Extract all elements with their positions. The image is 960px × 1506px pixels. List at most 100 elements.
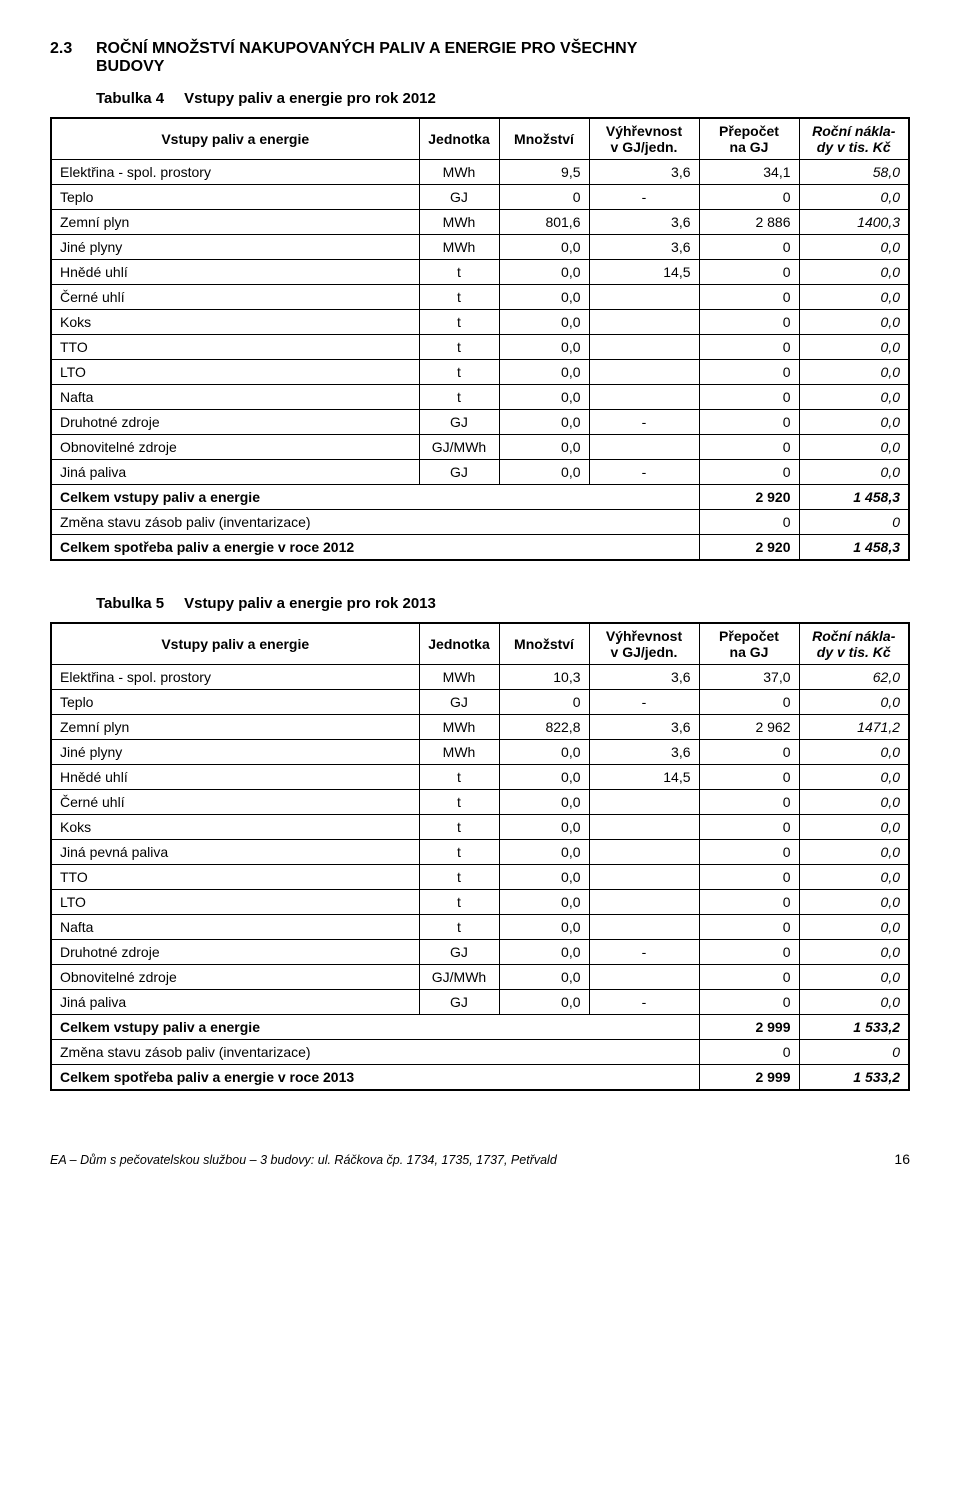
table-cell: GJ (419, 940, 499, 965)
table-cell: 0 (699, 185, 799, 210)
table-cell: 822,8 (499, 715, 589, 740)
table-row: TeploGJ0-00,0 (51, 690, 909, 715)
table-cell: 0 (699, 310, 799, 335)
change-label: Změna stavu zásob paliv (inventarizace) (51, 510, 699, 535)
table-cell: 0,0 (499, 285, 589, 310)
table-cell: 0 (699, 285, 799, 310)
table-cell: 0,0 (499, 235, 589, 260)
table-cell: Černé uhlí (51, 790, 419, 815)
table5-caption-label: Tabulka 5 (96, 595, 164, 612)
total-cost: 1 458,3 (799, 535, 909, 561)
table4-caption-text: Vstupy paliv a energie pro rok 2012 (184, 90, 436, 107)
table-cell: 0 (699, 965, 799, 990)
table-cell: 3,6 (589, 160, 699, 185)
table-cell: t (419, 385, 499, 410)
table-row: Černé uhlít0,000,0 (51, 285, 909, 310)
table-cell: 0,0 (799, 335, 909, 360)
table-cell: Nafta (51, 385, 419, 410)
table-cell: 0,0 (799, 360, 909, 385)
table-cell: 0,0 (799, 815, 909, 840)
table-row: Hnědé uhlít0,014,500,0 (51, 260, 909, 285)
table-header: Roční nákla-dy v tis. Kč (799, 623, 909, 665)
table-cell: 3,6 (589, 715, 699, 740)
table-cell: t (419, 285, 499, 310)
table-header: Jednotka (419, 118, 499, 160)
table-cell: TTO (51, 865, 419, 890)
table-cell: Zemní plyn (51, 715, 419, 740)
table-cell: 0,0 (499, 865, 589, 890)
table-cell: 0,0 (799, 840, 909, 865)
table-row: Druhotné zdrojeGJ0,0-00,0 (51, 940, 909, 965)
table-cell (589, 335, 699, 360)
table-cell: 0,0 (799, 890, 909, 915)
table-cell: 0 (699, 410, 799, 435)
table-cell: 9,5 (499, 160, 589, 185)
table-cell: 0 (699, 765, 799, 790)
table-cell: 0,0 (799, 690, 909, 715)
table-cell: t (419, 260, 499, 285)
table-row: TTOt0,000,0 (51, 865, 909, 890)
table-cell: 0,0 (499, 335, 589, 360)
table-header: Roční nákla-dy v tis. Kč (799, 118, 909, 160)
table-cell: t (419, 360, 499, 385)
table-header: Přepočetna GJ (699, 118, 799, 160)
table-cell: 0 (499, 185, 589, 210)
table-cell: 0 (699, 385, 799, 410)
table-cell: 0 (699, 740, 799, 765)
table-cell: Jiná paliva (51, 990, 419, 1015)
table-row: Zemní plynMWh801,63,62 8861400,3 (51, 210, 909, 235)
table-cell: 58,0 (799, 160, 909, 185)
sum-label: Celkem vstupy paliv a energie (51, 485, 699, 510)
table-cell: 0 (699, 235, 799, 260)
table-cell: GJ (419, 990, 499, 1015)
table-row: Černé uhlít0,000,0 (51, 790, 909, 815)
table-row: Jiné plynyMWh0,03,600,0 (51, 235, 909, 260)
table-row: TeploGJ0-00,0 (51, 185, 909, 210)
table-cell: Koks (51, 310, 419, 335)
table-row: Jiná palivaGJ0,0-00,0 (51, 990, 909, 1015)
table-sum-row: Celkem vstupy paliv a energie 2 999 1 53… (51, 1015, 909, 1040)
table-cell: 0,0 (499, 765, 589, 790)
table-row: Druhotné zdrojeGJ0,0-00,0 (51, 410, 909, 435)
table-cell: 0,0 (799, 740, 909, 765)
table-cell: 62,0 (799, 665, 909, 690)
table-header: Vstupy paliv a energie (51, 623, 419, 665)
table-cell: 0,0 (499, 790, 589, 815)
table-cell (589, 815, 699, 840)
table-row: Jiná pevná palivat0,000,0 (51, 840, 909, 865)
table-cell: 14,5 (589, 765, 699, 790)
table-cell: 1471,2 (799, 715, 909, 740)
page-number: 16 (894, 1151, 910, 1167)
table-cell (589, 865, 699, 890)
table-cell: 0 (699, 260, 799, 285)
table-cell: 0,0 (499, 915, 589, 940)
table-cell: 0,0 (799, 435, 909, 460)
table-cell (589, 915, 699, 940)
table-cell: MWh (419, 715, 499, 740)
table-cell: 0,0 (799, 410, 909, 435)
sum-label: Celkem vstupy paliv a energie (51, 1015, 699, 1040)
sum-cost: 1 533,2 (799, 1015, 909, 1040)
table-cell: 0 (699, 790, 799, 815)
table4: Vstupy paliv a energieJednotkaMnožstvíVý… (50, 117, 910, 561)
table-cell: 0 (699, 815, 799, 840)
table-row: Elektřina - spol. prostoryMWh10,33,637,0… (51, 665, 909, 690)
table-cell: MWh (419, 665, 499, 690)
table-change-row: Změna stavu zásob paliv (inventarizace) … (51, 1040, 909, 1065)
table-cell: t (419, 790, 499, 815)
table-cell: Druhotné zdroje (51, 940, 419, 965)
table-cell: 3,6 (589, 210, 699, 235)
table-row: Obnovitelné zdrojeGJ/MWh0,000,0 (51, 965, 909, 990)
table-cell: 0,0 (799, 185, 909, 210)
table-cell: 1400,3 (799, 210, 909, 235)
table-cell: MWh (419, 235, 499, 260)
table-cell: 0,0 (799, 940, 909, 965)
change-gj: 0 (699, 1040, 799, 1065)
total-gj: 2 999 (699, 1065, 799, 1091)
table-cell (589, 965, 699, 990)
table-cell: Jiné plyny (51, 235, 419, 260)
table-cell: t (419, 915, 499, 940)
total-label: Celkem spotřeba paliv a energie v roce 2… (51, 1065, 699, 1091)
table-cell: t (419, 890, 499, 915)
change-cost: 0 (799, 510, 909, 535)
